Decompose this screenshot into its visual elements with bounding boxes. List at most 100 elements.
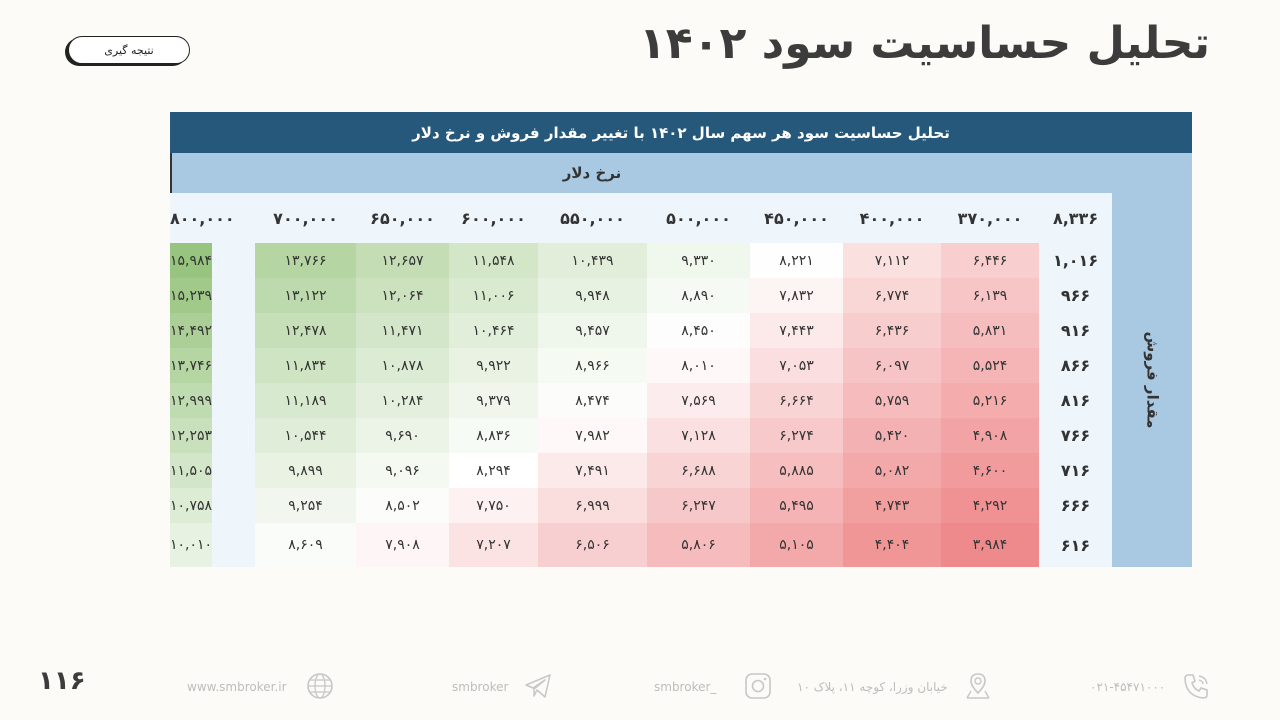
conclusion-button[interactable]: نتیجه گیری [68, 36, 190, 64]
eps-cell: ۱۱,۵۰۵ [170, 453, 213, 488]
dollar-rate-header: ۶۰۰,۰۰۰ [461, 208, 526, 228]
footer-telegram[interactable]: smbroker [452, 680, 509, 694]
sales-quantity-header: ۹۶۶ [1060, 286, 1091, 305]
sales-quantity-header: ۶۶۶ [1060, 496, 1091, 515]
eps-cell: ۹,۹۴۸ [538, 278, 647, 313]
eps-cell: ۹,۶۹۰ [356, 418, 449, 453]
eps-cell: ۴,۶۰۰ [941, 453, 1039, 488]
eps-cell: ۶,۱۳۹ [941, 278, 1039, 313]
eps-cell: ۵,۴۲۰ [843, 418, 941, 453]
eps-cell: ۹,۸۹۹ [255, 453, 356, 488]
eps-cell: ۱۴,۴۹۲ [170, 313, 213, 348]
eps-cell: ۱۲,۴۷۸ [255, 313, 356, 348]
eps-cell: ۸,۲۹۴ [449, 453, 538, 488]
eps-cell: ۵,۲۱۶ [941, 383, 1039, 418]
globe-icon [307, 673, 333, 699]
eps-cell: ۹,۹۲۲ [449, 348, 538, 383]
eps-cell: ۷,۷۵۰ [449, 488, 538, 523]
sales-quantity-label: مقدار فروش [1112, 193, 1192, 567]
sales-quantity-header: ۹۱۶ [1060, 321, 1091, 340]
location-icon [966, 673, 990, 699]
eps-cell: ۵,۸۸۵ [750, 453, 843, 488]
eps-cell: ۸,۰۱۰ [647, 348, 750, 383]
eps-cell: ۵,۸۰۶ [647, 523, 750, 567]
eps-cell: ۵,۰۸۲ [843, 453, 941, 488]
eps-cell: ۵,۵۲۴ [941, 348, 1039, 383]
dollar-rate-label: نرخ دلار [170, 153, 1192, 193]
eps-cell: ۱۲,۹۹۹ [170, 383, 213, 418]
footer-website[interactable]: www.smbroker.ir [187, 680, 287, 694]
eps-cell: ۵,۴۹۵ [750, 488, 843, 523]
eps-cell: ۶,۶۸۸ [647, 453, 750, 488]
eps-cell: ۱۳,۱۲۲ [255, 278, 356, 313]
eps-cell: ۵,۸۳۱ [941, 313, 1039, 348]
eps-cell: ۶,۰۹۷ [843, 348, 941, 383]
sales-quantity-header: ۷۶۶ [1060, 426, 1091, 445]
eps-cell: ۱۰,۴۶۴ [449, 313, 538, 348]
eps-cell: ۷,۴۹۱ [538, 453, 647, 488]
eps-cell: ۴,۴۰۴ [843, 523, 941, 567]
eps-cell: ۱۰,۷۵۸ [170, 488, 213, 523]
dollar-rate-header: ۴۰۰,۰۰۰ [859, 208, 925, 228]
eps-cell: ۴,۷۴۳ [843, 488, 941, 523]
footer-instagram[interactable]: smbroker_ [654, 680, 717, 694]
eps-cell: ۹,۳۷۹ [449, 383, 538, 418]
dollar-rate-header: ۵۵۰,۰۰۰ [560, 208, 625, 228]
eps-cell: ۶,۴۴۶ [941, 243, 1039, 278]
eps-cell: ۶,۷۷۴ [843, 278, 941, 313]
eps-cell: ۱۱,۴۷۱ [356, 313, 449, 348]
dollar-rate-header: ۶۵۰,۰۰۰ [370, 208, 435, 228]
telegram-icon[interactable] [522, 670, 554, 702]
eps-cell: ۶,۲۷۴ [750, 418, 843, 453]
instagram-icon[interactable] [742, 670, 774, 702]
footer-address: خیابان وزرا، کوچه ۱۱، پلاک ۱۰ [797, 680, 948, 694]
eps-cell: ۷,۲۰۷ [449, 523, 538, 567]
eps-cell: ۱۰,۰۱۰ [170, 523, 213, 567]
eps-cell: ۱۲,۲۵۳ [170, 418, 213, 453]
eps-cell: ۸,۲۲۱ [750, 243, 843, 278]
eps-cell: ۱۲,۶۵۷ [356, 243, 449, 278]
page-title: تحلیل حساسیت سود ۱۴۰۲ [638, 18, 1210, 69]
eps-cell: ۱۳,۷۴۶ [170, 348, 213, 383]
sensitivity-table: تحلیل حساسیت سود هر سهم سال ۱۴۰۲ با تغیی… [170, 112, 1192, 567]
eps-cell: ۷,۸۳۲ [750, 278, 843, 313]
footer-phone: ۰۲۱-۴۵۴۷۱۰۰۰ [1090, 680, 1166, 694]
corner-value: ۸,۳۳۶ [1052, 208, 1099, 228]
eps-cell: ۱۰,۸۷۸ [356, 348, 449, 383]
eps-cell: ۷,۴۴۳ [750, 313, 843, 348]
eps-cell: ۱۱,۸۳۴ [255, 348, 356, 383]
eps-cell: ۷,۱۲۸ [647, 418, 750, 453]
eps-cell: ۷,۹۰۸ [356, 523, 449, 567]
phone-icon [1184, 674, 1208, 699]
eps-cell: ۱۰,۴۳۹ [538, 243, 647, 278]
eps-cell: ۹,۲۵۴ [255, 488, 356, 523]
eps-cell: ۸,۸۹۰ [647, 278, 750, 313]
sales-quantity-header: ۸۶۶ [1060, 356, 1091, 375]
sales-quantity-header: ۷۱۶ [1060, 461, 1091, 480]
eps-cell: ۸,۵۰۲ [356, 488, 449, 523]
eps-cell: ۱۰,۵۴۴ [255, 418, 356, 453]
dollar-rate-header: ۵۰۰,۰۰۰ [666, 208, 731, 228]
eps-cell: ۷,۹۸۲ [538, 418, 647, 453]
eps-cell: ۵,۱۰۵ [750, 523, 843, 567]
eps-cell: ۶,۴۳۶ [843, 313, 941, 348]
table-grid: ۸,۳۳۶ ۳۷۰,۰۰۰ ۴۰۰,۰۰۰ ۴۵۰,۰۰۰ ۵۰۰,۰۰۰ ۵۵۰,۰۰۰… [170, 193, 1112, 567]
dollar-rate-header: ۷۰۰,۰۰۰ [273, 208, 338, 228]
eps-cell: ۴,۲۹۲ [941, 488, 1039, 523]
eps-cell: ۸,۴۵۰ [647, 313, 750, 348]
eps-cell: ۷,۰۵۳ [750, 348, 843, 383]
eps-cell: ۶,۶۶۴ [750, 383, 843, 418]
dollar-rate-label-text: نرخ دلار [562, 164, 622, 182]
eps-cell: ۱۵,۹۸۴ [170, 243, 213, 278]
eps-cell: ۱۵,۲۳۹ [170, 278, 213, 313]
eps-cell: ۶,۹۹۹ [538, 488, 647, 523]
eps-cell: ۶,۲۴۷ [647, 488, 750, 523]
eps-cell: ۹,۳۳۰ [647, 243, 750, 278]
eps-cell: ۱۱,۱۸۹ [255, 383, 356, 418]
eps-cell: ۸,۹۶۶ [538, 348, 647, 383]
dollar-rate-header: ۳۷۰,۰۰۰ [957, 208, 1023, 228]
sales-quantity-header: ۱,۰۱۶ [1052, 251, 1099, 270]
eps-cell: ۱۲,۰۶۴ [356, 278, 449, 313]
eps-cell: ۹,۰۹۶ [356, 453, 449, 488]
dollar-rate-header: ۸۰۰,۰۰۰ [170, 208, 235, 228]
